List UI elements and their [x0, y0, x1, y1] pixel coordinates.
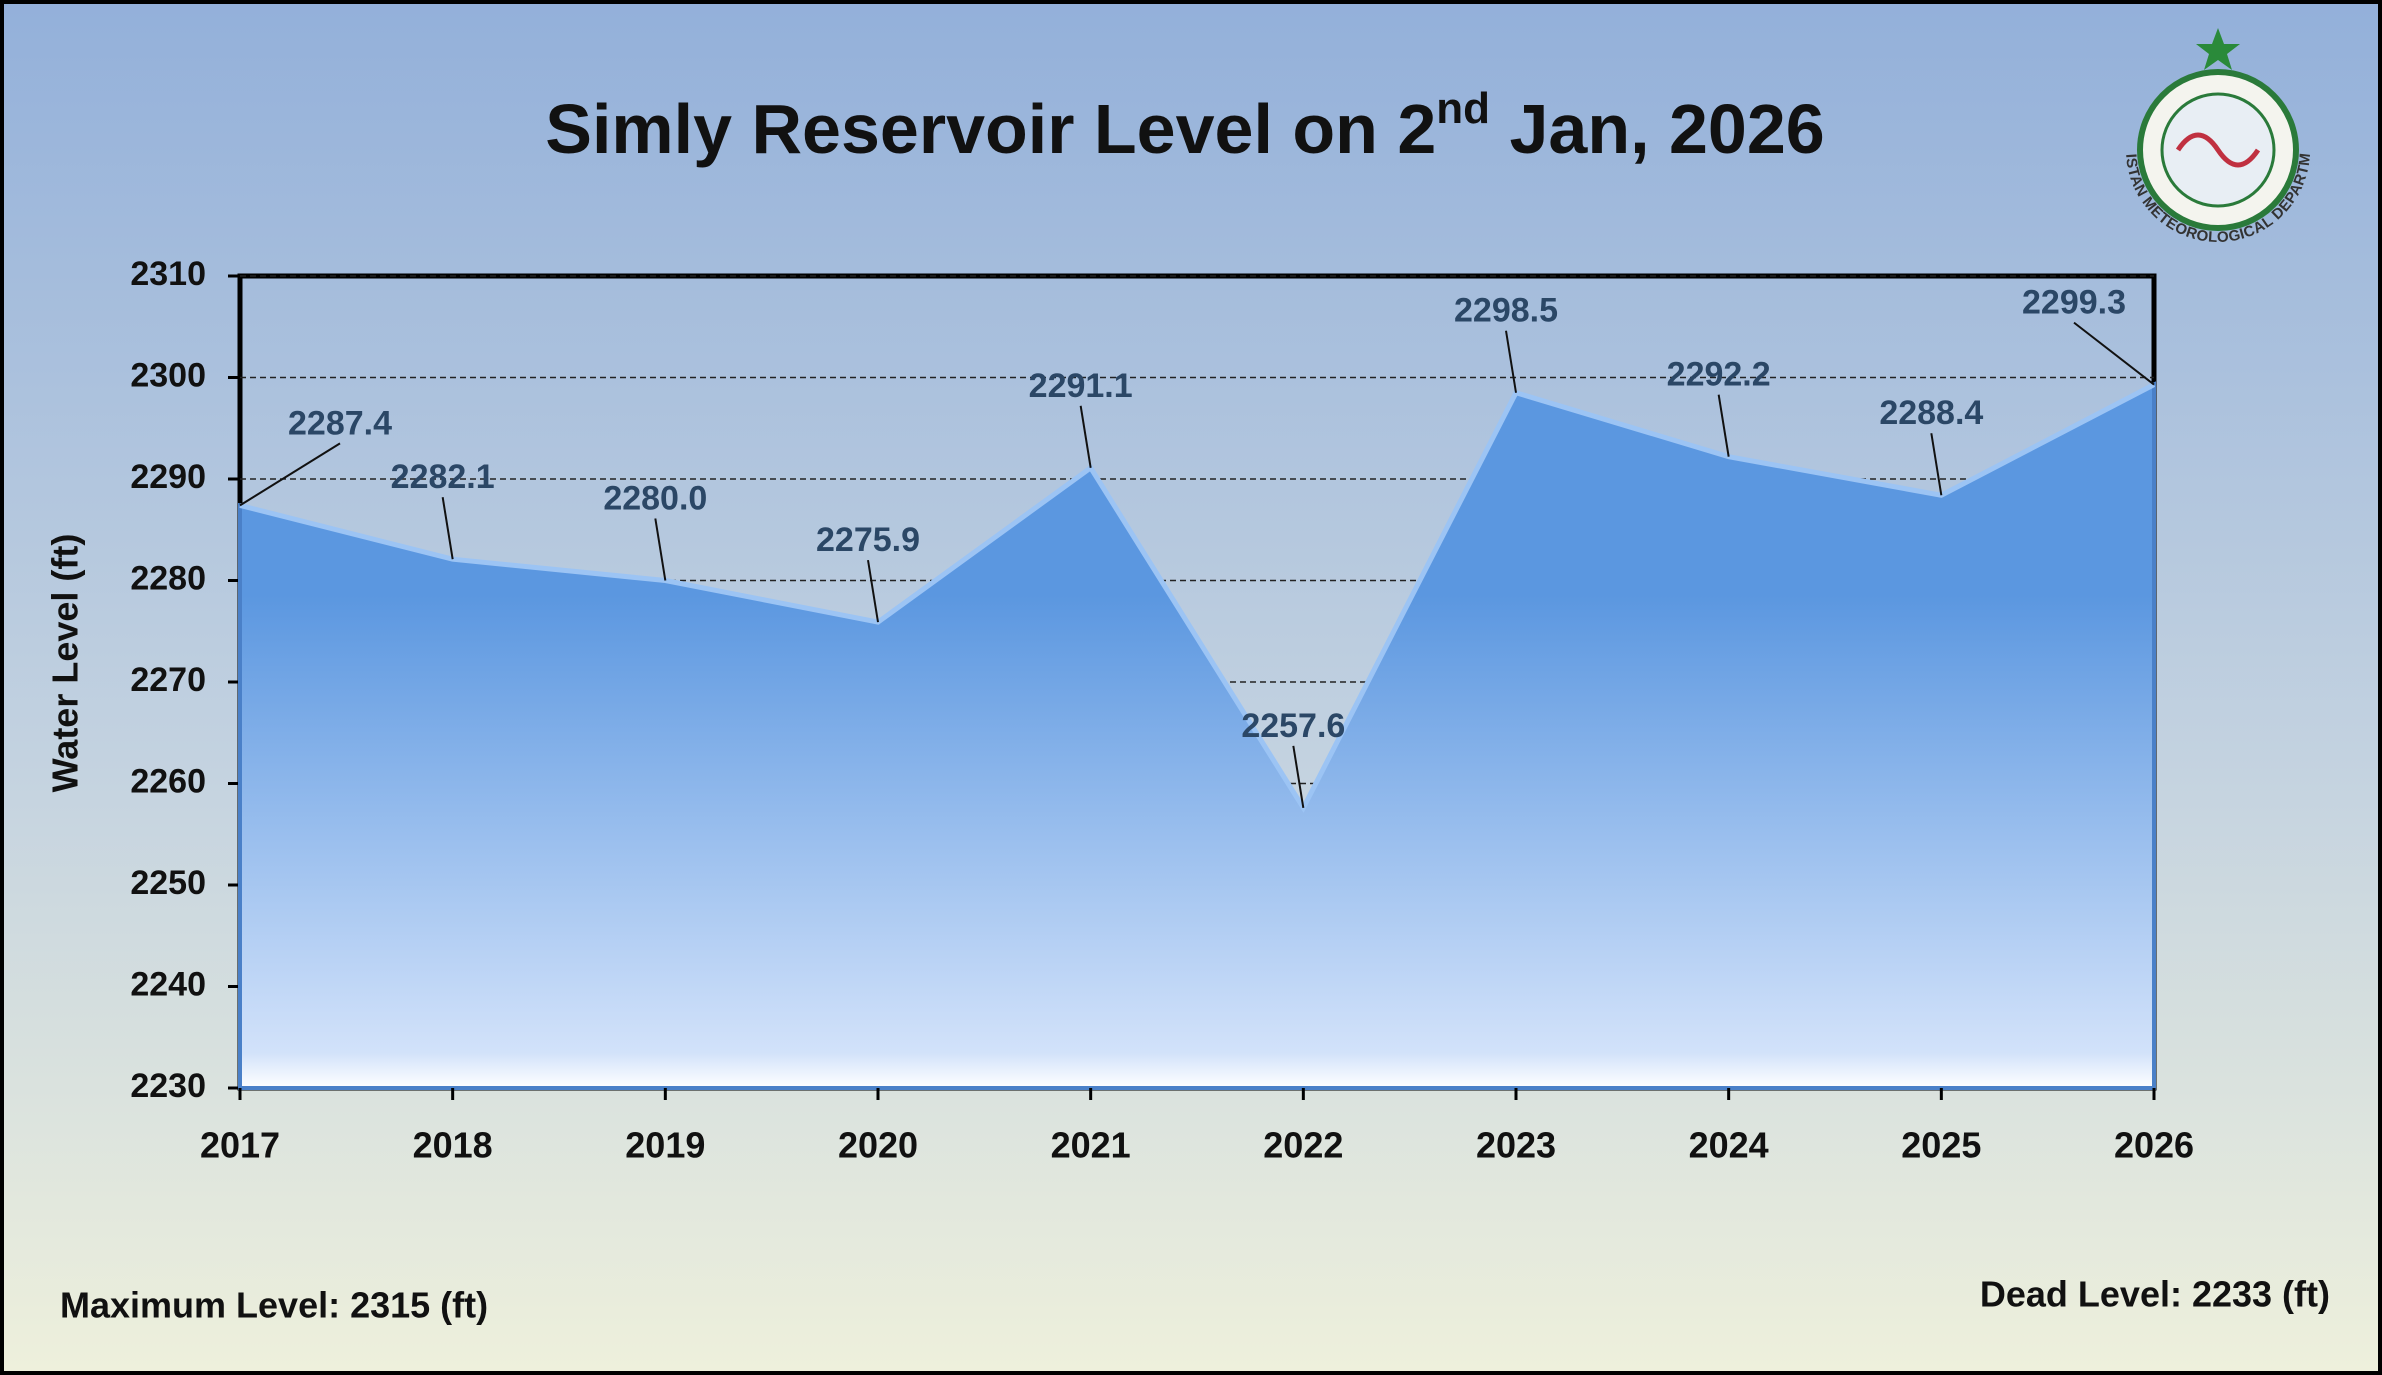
- leader-line: [2073, 321, 2155, 386]
- y-tick-label: 2240: [130, 965, 206, 1003]
- x-tick-label: 2022: [1263, 1125, 1343, 1166]
- value-label: 2257.6: [1241, 707, 1345, 745]
- y-tick-label: 2260: [130, 762, 206, 800]
- chart-title: Simly Reservoir Level on 2nd Jan, 2026: [545, 84, 1824, 169]
- y-tick-label: 2250: [130, 864, 206, 902]
- x-tick-label: 2018: [413, 1125, 493, 1166]
- leader-line: [654, 518, 667, 581]
- value-label: 2287.4: [288, 404, 392, 442]
- y-tick-label: 2280: [130, 559, 206, 597]
- x-tick-label: 2024: [1689, 1125, 1769, 1166]
- x-tick-label: 2025: [1901, 1125, 1981, 1166]
- annotation: Dead Level: 2233 (ft): [1980, 1274, 2330, 1315]
- leader-line: [1505, 330, 1517, 393]
- y-tick-label: 2290: [130, 458, 206, 496]
- leader-line: [867, 559, 879, 623]
- y-tick-label: 2300: [130, 356, 206, 394]
- x-tick-label: 2020: [838, 1125, 918, 1166]
- logo-star: [2196, 28, 2240, 70]
- value-label: 2282.1: [391, 458, 495, 496]
- x-tick-label: 2026: [2114, 1125, 2194, 1166]
- y-tick-label: 2270: [130, 661, 206, 699]
- y-tick-label: 2310: [130, 255, 206, 293]
- x-tick-label: 2017: [200, 1125, 280, 1166]
- leader-line: [1930, 433, 1943, 496]
- y-tick-label: 2230: [130, 1067, 206, 1105]
- x-tick-label: 2023: [1476, 1125, 1556, 1166]
- value-label: 2292.2: [1667, 356, 1771, 394]
- leader-line: [441, 497, 454, 560]
- x-tick-label: 2021: [1051, 1125, 1131, 1166]
- leader-line: [1717, 394, 1730, 457]
- value-label: 2280.0: [603, 479, 707, 517]
- line: [239, 382, 2156, 813]
- leader-line: [239, 442, 341, 507]
- logo-wave: [2175, 132, 2261, 168]
- value-label: 2291.1: [1029, 367, 1133, 405]
- value-label: 2275.9: [816, 521, 920, 559]
- value-label: 2298.5: [1454, 292, 1558, 330]
- leader-line: [1292, 745, 1305, 809]
- leader-line: [1079, 405, 1092, 468]
- value-label: 2299.3: [2022, 284, 2126, 322]
- title-part: Simly Reservoir Level on 2: [545, 90, 1436, 168]
- y-axis-label: Water Level (ft): [45, 534, 86, 793]
- annotation: Maximum Level: 2315 (ft): [60, 1285, 488, 1326]
- value-label: 2288.4: [1879, 394, 1983, 432]
- title-superscript: nd: [1436, 84, 1490, 133]
- x-tick-label: 2019: [625, 1125, 705, 1166]
- title-part: Jan, 2026: [1490, 90, 1825, 168]
